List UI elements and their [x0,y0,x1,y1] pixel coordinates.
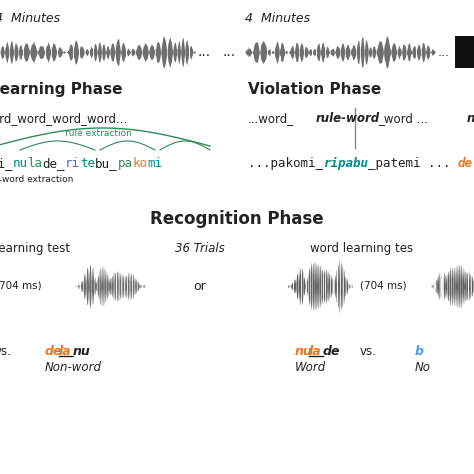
Text: _patemi ...: _patemi ... [368,157,450,170]
Text: Learning Phase: Learning Phase [0,82,122,97]
Text: bu_: bu_ [95,157,118,170]
Text: Word: Word [295,361,326,374]
Text: nu: nu [73,345,91,358]
Text: vs.: vs. [0,345,12,358]
Text: la: la [59,345,72,358]
Text: nu: nu [295,345,313,358]
Text: ai_: ai_ [0,157,12,170]
Text: or: or [193,280,206,292]
Text: de: de [458,157,473,170]
Text: ord_word_word_word...: ord_word_word_word... [0,112,127,125]
Text: Recognition Phase: Recognition Phase [150,210,324,228]
Text: 4  Minutes: 4 Minutes [245,12,310,25]
Text: de: de [45,345,63,358]
Text: nu: nu [12,157,27,170]
Text: No: No [415,361,431,374]
Text: pa: pa [118,157,133,170]
Text: mi: mi [147,157,163,170]
Text: —: — [0,175,1,185]
Text: vs.: vs. [360,345,377,358]
Text: de_: de_ [43,157,65,170]
Text: Non-word: Non-word [45,361,102,374]
Text: (704 ms): (704 ms) [0,281,42,291]
Text: Violation Phase: Violation Phase [248,82,381,97]
Text: te: te [80,157,95,170]
Text: (704 ms): (704 ms) [360,281,407,291]
Text: rule-word: rule-word [316,112,380,125]
Text: _word ...: _word ... [378,112,428,125]
Text: la: la [27,157,43,170]
Text: word learning tes: word learning tes [310,242,413,255]
Text: learning test: learning test [0,242,70,255]
Text: la: la [309,345,322,358]
Text: rule extraction: rule extraction [65,129,132,138]
Text: ...pakomi_: ...pakomi_ [248,157,323,170]
Text: ri: ri [65,157,80,170]
Text: n: n [467,112,474,125]
Text: ...word_: ...word_ [248,112,294,125]
Text: ...: ... [223,45,236,59]
Text: ...: ... [438,46,450,58]
Text: de: de [323,345,340,358]
Text: b: b [415,345,424,358]
Text: 4  Minutes: 4 Minutes [0,12,60,25]
Text: ...: ... [198,45,211,59]
Text: 36 Trials: 36 Trials [175,242,225,255]
Text: ripabu: ripabu [323,157,368,170]
Text: word extraction: word extraction [2,175,73,184]
Text: ko: ko [133,157,147,170]
